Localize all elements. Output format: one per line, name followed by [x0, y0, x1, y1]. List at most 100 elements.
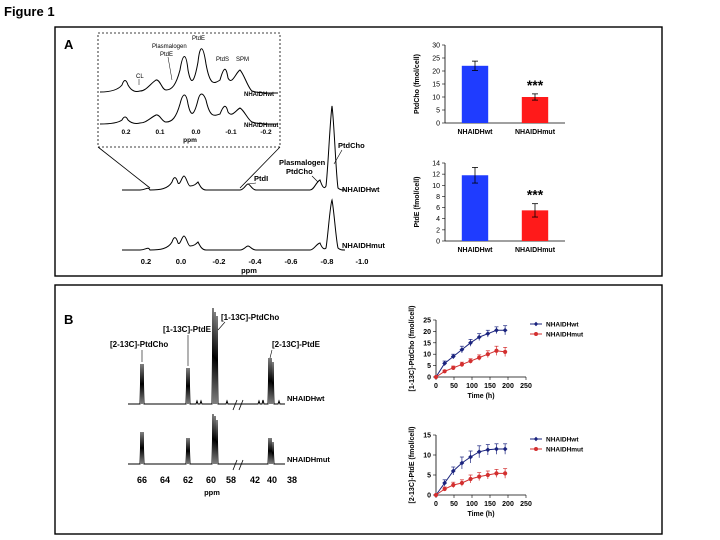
x-tick-label: 50: [450, 383, 458, 390]
main-trace-wt-label: NHAIDHwt: [342, 185, 380, 194]
main-trace-wt: [122, 105, 346, 191]
data-point: [477, 474, 482, 479]
x-axis-label: Time (h): [467, 393, 494, 400]
x-tick-label: 150: [484, 383, 496, 390]
significance-annotation: ***: [527, 187, 544, 203]
c13-peak-1-ptdcho-arrow: [217, 321, 226, 331]
x-tick-label: 50: [450, 501, 458, 508]
category-label: NHAIDHwt: [458, 247, 494, 254]
data-point: [485, 447, 491, 453]
main-trace-mut: [122, 198, 346, 251]
data-point: [450, 354, 456, 359]
main-tick: 0.2: [141, 257, 151, 266]
main-tick: -0.6: [285, 257, 298, 266]
data-point: [502, 446, 508, 452]
data-point: [494, 471, 499, 476]
data-point: [451, 482, 456, 488]
y-tick-label: 10: [423, 352, 431, 359]
legend-marker: [534, 332, 538, 336]
axis-break-mark: [232, 399, 238, 411]
panel-b-frame: [54, 284, 663, 535]
c13-peak-2-ptde-arrow: [269, 349, 273, 359]
data-point: [468, 454, 473, 460]
legend-marker: [533, 321, 539, 327]
y-tick-label: 12: [432, 172, 440, 179]
inset-tick: 0.2: [121, 129, 130, 136]
legend-marker: [534, 447, 538, 451]
x-tick-label: 0: [434, 383, 438, 390]
data-point: [502, 327, 508, 333]
inset-zoom-line-left: [97, 146, 151, 189]
data-point: [433, 492, 439, 498]
y-tick-label: 14: [432, 161, 440, 168]
legend-label: NHAIDHwt: [546, 322, 579, 329]
category-label: NHAIDHmut: [515, 129, 556, 136]
y-tick-label: 30: [432, 43, 440, 50]
panel-a-label: A: [64, 37, 74, 52]
y-tick-label: 15: [423, 340, 431, 347]
data-point: [468, 476, 473, 482]
data-point: [459, 460, 465, 466]
y-axis-label: [2-13C]-PtdE (fmol/cell): [409, 426, 416, 503]
data-point: [459, 362, 465, 367]
legend-label: NHAIDHwt: [546, 437, 579, 444]
main-peak-ptdi-arrow: [247, 182, 257, 185]
c13-tick: 62: [183, 475, 193, 485]
x-tick-label: 250: [520, 501, 532, 508]
x-tick-label: 200: [502, 383, 514, 390]
main-tick: -0.2: [213, 257, 226, 266]
y-tick-label: 20: [432, 69, 440, 76]
c13-axis-label: ppm: [204, 488, 220, 497]
data-point: [450, 468, 456, 474]
data-point: [503, 471, 508, 476]
bar: [461, 65, 489, 123]
axis-break-mark: [238, 459, 244, 471]
c13-tick: 58: [226, 475, 236, 485]
data-point: [485, 472, 490, 478]
x-tick-label: 150: [484, 501, 496, 508]
inset-peak-plasmalogen-ptde: PtdE: [160, 52, 173, 58]
x-tick-label: 0: [434, 501, 438, 508]
c13-trace-wt-label: NHAIDHwt: [287, 394, 325, 403]
y-axis-label: PtdCho (fmol/cell): [414, 54, 421, 114]
main-tick: -0.8: [321, 257, 334, 266]
inset-zoom-line-right: [239, 146, 281, 189]
c13-tick: 60: [206, 475, 216, 485]
main-tick: -0.4: [249, 257, 263, 266]
axis-break-mark: [232, 459, 238, 471]
significance-annotation: ***: [527, 77, 544, 93]
x-tick-label: 200: [502, 501, 514, 508]
inset-trace-mut-label: NHAIDHmut: [244, 123, 278, 129]
main-peak-ptdcho-arrow: [333, 149, 343, 165]
legend-marker: [533, 436, 539, 442]
data-point: [468, 358, 473, 364]
inset-tick: 0.1: [155, 129, 164, 136]
data-point: [503, 349, 508, 355]
main-peak-ptdi: PtdI: [254, 174, 268, 183]
y-tick-label: 5: [436, 108, 440, 115]
x-tick-label: 250: [520, 383, 532, 390]
c13-tick: 42: [250, 475, 260, 485]
c13-peak-1-ptde: [1-13C]-PtdE: [163, 325, 212, 334]
data-point: [442, 480, 448, 486]
y-tick-label: 10: [432, 183, 440, 190]
ptde-bar-chart: 0 2 4 6 8 10 12 14 NHAIDHwt NHAIDHmut *** PtdE (fmo…: [414, 161, 565, 254]
main-peak-plasmalogen-arrow: [311, 175, 319, 183]
y-tick-label: 15: [423, 433, 431, 440]
data-point: [459, 347, 465, 353]
c13-trace-mut-label: NHAIDHmut: [287, 455, 330, 464]
y-tick-label: 0: [436, 121, 440, 128]
inset-peak-ptde: PtdE: [192, 36, 205, 42]
inset-tick: 0.0: [191, 129, 200, 136]
ptdcho-bar-chart: 0 5 10 15 20 25 30 NHAIDHwt NHAIDHmut *** PtdCho (…: [414, 43, 565, 136]
category-label: NHAIDHwt: [458, 129, 494, 136]
y-tick-label: 6: [436, 205, 440, 212]
y-tick-label: 5: [427, 363, 431, 370]
y-tick-label: 5: [427, 473, 431, 480]
x-tick-label: 100: [466, 501, 478, 508]
c13-peak-2-ptdcho: [2-13C]-PtdCho: [110, 340, 168, 349]
inset-peak-ptds: PtdS: [216, 57, 229, 63]
inset-trace-wt: [99, 48, 279, 94]
axis-break-mark: [238, 399, 244, 411]
inset-axis-label: ppm: [183, 137, 197, 144]
